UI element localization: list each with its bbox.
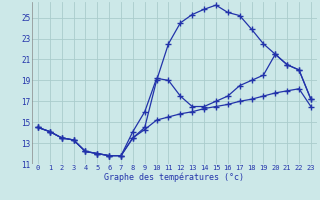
X-axis label: Graphe des températures (°c): Graphe des températures (°c) [104, 173, 244, 182]
